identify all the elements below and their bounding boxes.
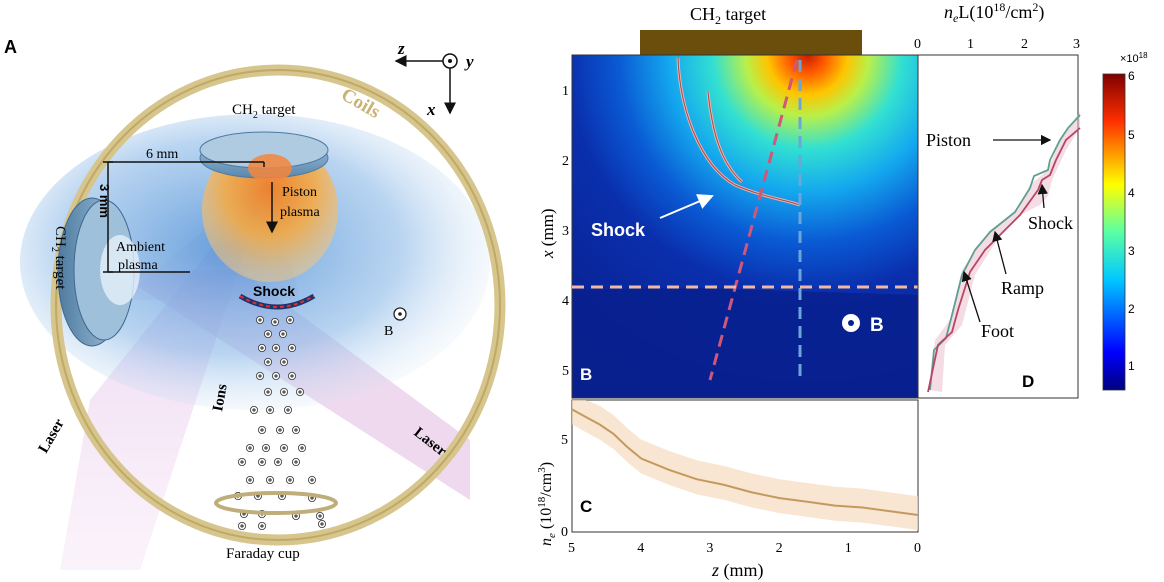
cbar-tick-4: 4 <box>1128 186 1135 200</box>
ytick-4: 4 <box>562 294 569 309</box>
faraday-cup-icon <box>214 491 338 515</box>
panel-b: CH2 target Shock B B x (mm) 1 2 3 4 5 <box>538 4 919 399</box>
c-ytick-0: 0 <box>561 525 568 540</box>
piston-label-2: plasma <box>280 205 320 220</box>
c-xtick: 1 <box>845 541 852 556</box>
colorbar-gradient <box>1102 73 1126 391</box>
d-xtick-1: 1 <box>967 37 974 52</box>
ions-label: Ions <box>210 383 231 413</box>
c-ytick-5: 5 <box>561 433 568 448</box>
panel-c-xlabel: z (mm) <box>711 560 764 581</box>
piston-label-1: Piston <box>282 185 317 200</box>
faraday-label: Faraday cup <box>226 546 300 562</box>
c-xtick: 4 <box>637 541 644 556</box>
shock-label-b: Shock <box>591 220 646 240</box>
top-target-ch: CH <box>232 102 253 118</box>
axis-z-label: z <box>397 39 405 58</box>
ytick-5: 5 <box>562 364 569 379</box>
ytick-3: 3 <box>562 224 569 239</box>
c-xtick: 0 <box>914 541 921 556</box>
panel-b-ylabel: x (mm) <box>538 208 557 259</box>
ytick-2: 2 <box>562 154 569 169</box>
c-xtick: 3 <box>706 541 713 556</box>
panel-b-target-ch: CH <box>690 4 715 24</box>
left-target-ch: CH <box>52 226 68 247</box>
cbar-tick-3: 3 <box>1128 244 1135 258</box>
shock-label-a: Shock <box>253 283 295 299</box>
profile-green-line <box>929 114 1081 391</box>
panel-c: C ne (1018/cm3) 0 5 5 4 3 2 1 0 z (mm) <box>536 399 921 581</box>
dist-horizontal: 6 mm <box>146 147 178 162</box>
panel-d-frame <box>917 54 1079 399</box>
dimension-markers <box>103 161 278 273</box>
panel-d: neL(1018/cm2) 0 1 2 3 Piston Shock Ramp … <box>914 0 1081 399</box>
ne-profile-line <box>571 408 919 516</box>
axis-x-label: x <box>426 100 436 119</box>
laser-label-left: Laser <box>36 416 68 456</box>
panel-b-letter: B <box>580 365 592 384</box>
cbar-tick-5: 5 <box>1128 128 1135 142</box>
panel-c-letter: C <box>580 497 592 516</box>
panel-c-xticks: 5 4 3 2 1 0 <box>568 541 921 556</box>
ion-markers <box>233 315 326 531</box>
b-label-b: B <box>870 315 884 336</box>
panel-c-yticks: 0 5 <box>561 433 568 540</box>
ytick-1: 1 <box>562 84 569 99</box>
cbar-tick-2: 2 <box>1128 302 1135 316</box>
colorbar-ticks: 1 2 3 4 5 6 <box>1128 69 1135 373</box>
ambient-label-1: Ambient <box>116 240 165 255</box>
colorbar: ×1018 1 2 3 4 5 6 <box>1102 51 1148 391</box>
diagonal-cut-line <box>708 59 799 381</box>
b-label-a: B <box>384 324 393 339</box>
axes-triad: z y x <box>394 39 474 119</box>
cbar-tick-1: 1 <box>1128 359 1135 373</box>
panel-c-ylabel: ne (1018/cm3) <box>536 462 558 546</box>
ne-uncertainty-band <box>572 400 918 531</box>
piston-label-d: Piston <box>926 130 971 150</box>
panel-d-title: neL(1018/cm2) <box>944 0 1044 25</box>
ch2-target-bar <box>640 30 862 55</box>
svg-text:CH2 target: CH2 target <box>49 226 68 290</box>
panel-a: A z y x Coils CH2 target <box>4 37 506 570</box>
panel-d-xticks: 0 1 2 3 <box>914 37 1080 52</box>
axis-y-label: y <box>464 52 474 71</box>
d-xtick-0: 0 <box>914 37 921 52</box>
colorbar-multiplier: ×1018 <box>1120 51 1148 65</box>
profile-red-line <box>927 127 1081 393</box>
d-xtick-3: 3 <box>1073 37 1080 52</box>
shock-label-d: Shock <box>1028 213 1073 233</box>
svg-text:CH2 target: CH2 target <box>232 102 296 121</box>
panel-d-letter: D <box>1022 372 1034 391</box>
c-xtick: 5 <box>568 541 575 556</box>
foot-label-d: Foot <box>981 321 1014 341</box>
dist-vertical: 3 mm <box>97 184 112 218</box>
ramp-label-d: Ramp <box>1001 278 1044 298</box>
svg-text:CH2 target: CH2 target <box>690 4 766 27</box>
cbar-tick-6: 6 <box>1128 69 1135 83</box>
ambient-label-2: plasma <box>118 258 158 273</box>
panel-b-yticks: 1 2 3 4 5 <box>562 84 569 379</box>
panel-a-letter: A <box>4 37 17 57</box>
c-xtick: 2 <box>776 541 783 556</box>
d-xtick-2: 2 <box>1021 37 1028 52</box>
